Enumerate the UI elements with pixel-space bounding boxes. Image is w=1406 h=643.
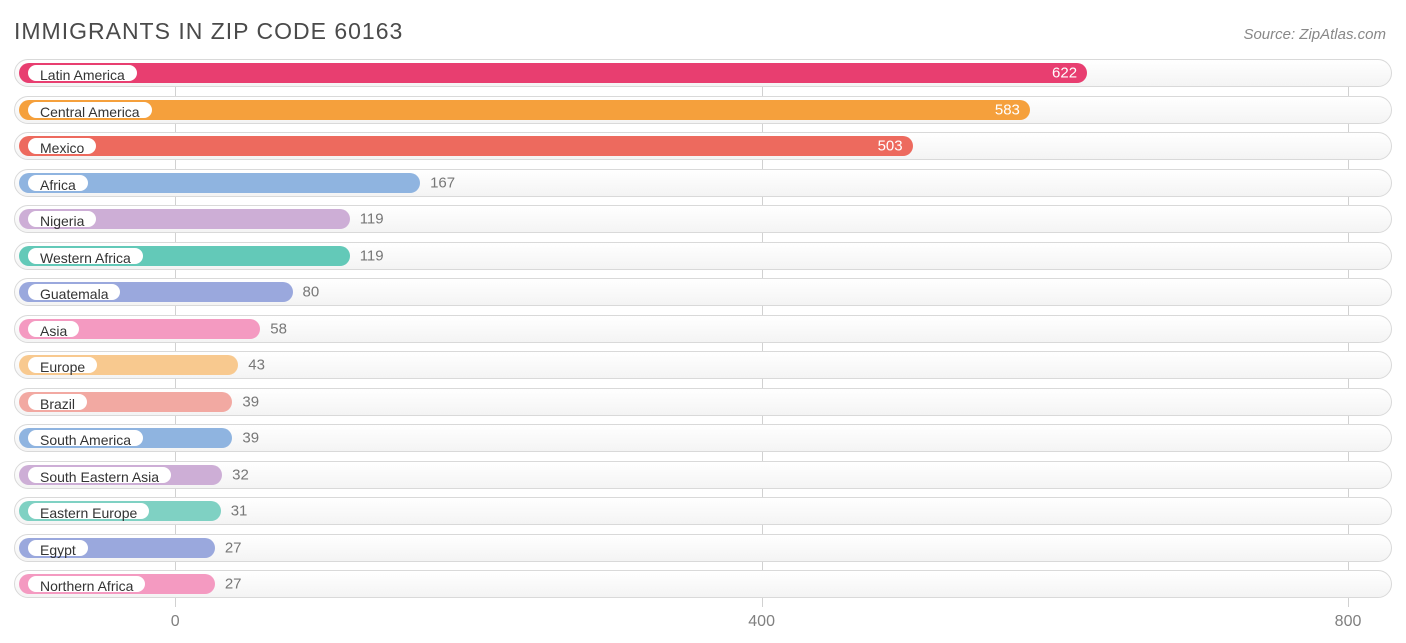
category-pill: Mexico — [26, 136, 98, 156]
category-pill: South Eastern Asia — [26, 465, 173, 485]
category-pill: Egypt — [26, 538, 90, 558]
category-pill: Central America — [26, 100, 154, 120]
x-axis-tick: 0 — [171, 613, 180, 631]
bar-row: Brazil 39 — [14, 388, 1392, 416]
category-pill: Africa — [26, 173, 90, 193]
chart-header: IMMIGRANTS IN ZIP CODE 60163 Source: Zip… — [14, 18, 1392, 45]
plot-area: Latin America 622 Central America 583 Mexico… — [14, 59, 1392, 607]
value-label: 31 — [231, 503, 248, 520]
x-axis-tick: 400 — [748, 613, 775, 631]
category-pill: Western Africa — [26, 246, 145, 266]
bar-row: Western Africa 119 — [14, 242, 1392, 270]
bar-row: Egypt 27 — [14, 534, 1392, 562]
value-label: 622 — [1052, 65, 1077, 82]
value-label: 43 — [248, 357, 265, 374]
value-label: 27 — [225, 539, 242, 556]
bar-row: Northern Africa 27 — [14, 570, 1392, 598]
bar-row: Africa 167 — [14, 169, 1392, 197]
category-pill: Asia — [26, 319, 81, 339]
value-label: 119 — [360, 211, 384, 228]
value-label: 503 — [878, 138, 903, 155]
value-label: 39 — [242, 393, 259, 410]
category-pill: Europe — [26, 355, 99, 375]
category-pill: Nigeria — [26, 209, 98, 229]
bar-row: Mexico 503 — [14, 132, 1392, 160]
bar-row: Eastern Europe 31 — [14, 497, 1392, 525]
chart-title: IMMIGRANTS IN ZIP CODE 60163 — [14, 18, 403, 45]
value-label: 32 — [232, 466, 249, 483]
bar-row: South America 39 — [14, 424, 1392, 452]
bar-row: Europe 43 — [14, 351, 1392, 379]
value-label: 583 — [995, 101, 1020, 118]
bar-row: Guatemala 80 — [14, 278, 1392, 306]
bar-row: Latin America 622 — [14, 59, 1392, 87]
category-pill: Brazil — [26, 392, 89, 412]
category-pill: Eastern Europe — [26, 501, 151, 521]
value-label: 58 — [270, 320, 287, 337]
value-label: 27 — [225, 576, 242, 593]
value-label: 80 — [303, 284, 320, 301]
category-pill: Latin America — [26, 63, 139, 83]
bar-track — [14, 534, 1392, 562]
category-pill: Northern Africa — [26, 574, 147, 594]
bar-fill — [19, 63, 1087, 83]
bar-fill — [19, 100, 1030, 120]
bar-track — [14, 497, 1392, 525]
category-pill: South America — [26, 428, 145, 448]
chart-source: Source: ZipAtlas.com — [1243, 26, 1392, 43]
bar-fill — [19, 136, 913, 156]
bar-row: Asia 58 — [14, 315, 1392, 343]
value-label: 167 — [430, 174, 455, 191]
bar-row: Nigeria 119 — [14, 205, 1392, 233]
x-axis: 0 400 800 — [14, 607, 1392, 635]
bar-track — [14, 570, 1392, 598]
value-label: 39 — [242, 430, 259, 447]
category-pill: Guatemala — [26, 282, 122, 302]
bar-row: Central America 583 — [14, 96, 1392, 124]
chart-container: IMMIGRANTS IN ZIP CODE 60163 Source: Zip… — [0, 0, 1406, 643]
bar-row: South Eastern Asia 32 — [14, 461, 1392, 489]
x-axis-tick: 800 — [1335, 613, 1362, 631]
value-label: 119 — [360, 247, 384, 264]
